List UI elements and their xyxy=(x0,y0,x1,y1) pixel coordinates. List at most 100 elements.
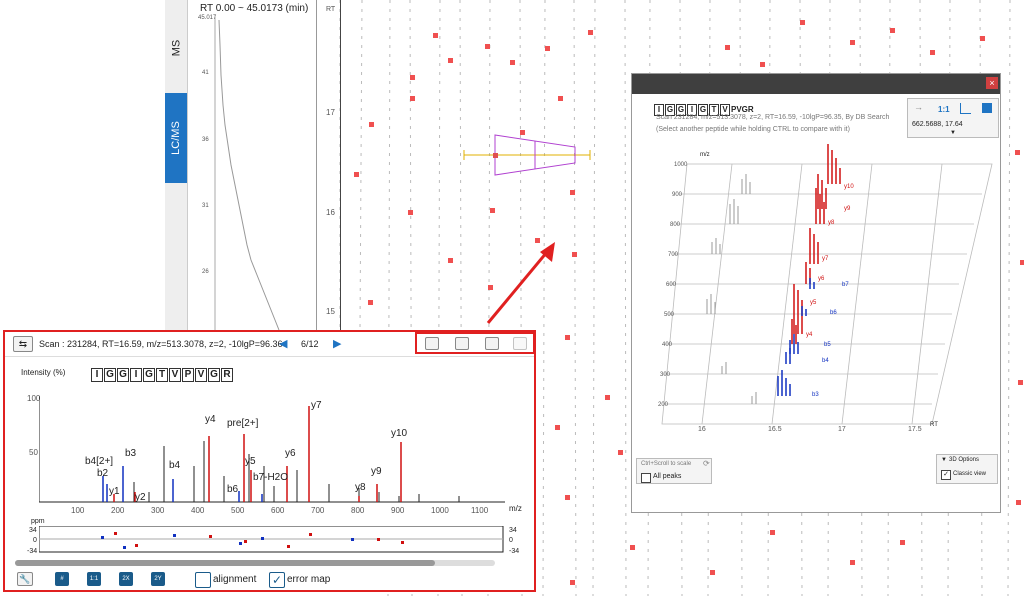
mz-tick: 300 xyxy=(660,372,671,378)
peptide-residue: G xyxy=(104,368,116,382)
ratio-button[interactable]: 1:1 xyxy=(938,105,950,114)
mz-tick: 500 xyxy=(664,312,675,318)
chrom-tick: 45.017 xyxy=(198,15,217,21)
chart-view-icon[interactable] xyxy=(485,337,499,350)
scan-info-3d: Scan 231284, m/z=513.3078, z=2, RT=16.59… xyxy=(656,114,890,121)
ratio-1-1-button[interactable]: 1:1 xyxy=(87,572,101,586)
mz-tick: 700 xyxy=(668,252,679,258)
x-tick: 400 xyxy=(191,506,205,515)
y-ion-label: y7 xyxy=(822,256,829,262)
peptide-residue: G xyxy=(143,368,155,382)
chevron-down-icon[interactable]: ▼ xyxy=(950,130,956,136)
annotated-spectrum[interactable] xyxy=(39,396,509,506)
x-tick: 700 xyxy=(311,506,325,515)
view-mode-buttons xyxy=(415,332,535,354)
y-tick: 100 xyxy=(27,394,41,403)
x-tick: 100 xyxy=(71,506,85,515)
page-indicator: 6/12 xyxy=(301,339,319,349)
peptide-residue: I xyxy=(130,368,142,382)
rt-tick-3d: 16 xyxy=(698,426,706,433)
rt-tick: 17 xyxy=(326,108,335,117)
options-chevron-icon[interactable]: ▼ xyxy=(941,457,947,463)
peptide-residue: V xyxy=(195,368,207,382)
zoom-2x-button[interactable]: 2X xyxy=(119,572,133,586)
horizontal-scrollbar[interactable] xyxy=(15,560,495,566)
table-view-icon[interactable] xyxy=(455,337,469,350)
all-peaks-checkbox[interactable] xyxy=(641,473,651,483)
y-ion-label: y6 xyxy=(818,276,825,282)
peptide-suffix-3d: PVGR xyxy=(731,105,754,114)
error-map-plot[interactable] xyxy=(39,526,505,554)
ion-label: y10 xyxy=(391,428,408,439)
close-icon[interactable]: × xyxy=(986,77,998,89)
tab-ms[interactable]: MS xyxy=(165,18,187,78)
spectrum-toolbar: ⇆ Scan : 231284, RT=16.59, m/z=513.3078,… xyxy=(5,332,535,357)
peptide-residue-3d: I xyxy=(687,104,697,116)
rt-range-label: RT 0.00 ~ 45.0173 (min) xyxy=(200,3,309,14)
3d-spectrum-plot[interactable] xyxy=(632,144,1002,444)
x-tick: 800 xyxy=(351,506,365,515)
tic-chromatogram[interactable]: RT 0.00 ~ 45.0173 (min) 45.017 41 36 31 … xyxy=(188,0,317,330)
window-titlebar[interactable]: × xyxy=(632,74,1000,94)
hash-button[interactable]: # xyxy=(55,572,69,586)
peptide-residue-3d: V xyxy=(720,104,730,116)
arrow-right-icon[interactable]: → xyxy=(914,102,923,112)
rt-axis-label-3d: RT xyxy=(930,422,938,428)
mz-tick: 400 xyxy=(662,342,673,348)
next-arrow-icon[interactable]: ▶ xyxy=(333,338,342,350)
b-ion-label: b4 xyxy=(822,358,829,364)
compare-hint: (Select another peptide while holding CT… xyxy=(656,126,850,133)
scrollbar-thumb[interactable] xyxy=(15,560,435,566)
y-ion-label: y4 xyxy=(806,332,813,338)
y-tick: 50 xyxy=(29,448,38,457)
ion-label: y9 xyxy=(371,466,382,477)
swap-button[interactable]: ⇆ xyxy=(13,336,33,352)
x-tick: 1000 xyxy=(431,506,449,515)
x-tick: 300 xyxy=(151,506,165,515)
ion-label: y1 xyxy=(109,486,120,497)
classic-view-label: Classic view xyxy=(953,471,987,477)
ion-label: b6 xyxy=(227,484,239,495)
b-ion-label: b3 xyxy=(812,392,819,398)
ion-label: b4 xyxy=(169,460,181,471)
scan-info: Scan : 231284, RT=16.59, m/z=513.3078, z… xyxy=(39,339,283,349)
alignment-checkbox[interactable] xyxy=(195,572,211,588)
error-map-checkbox[interactable]: ✓ xyxy=(269,572,285,588)
refresh-icon[interactable]: ⟳ xyxy=(703,459,710,468)
rt-tick: 16 xyxy=(326,208,335,217)
mz-axis-label: m/z xyxy=(700,152,710,158)
x-tick: 600 xyxy=(271,506,285,515)
3d-spectrum-window: × I G G I G T V PVGR Scan 231284, m/z=513.3078,… xyxy=(631,73,1001,513)
x-tick: 900 xyxy=(391,506,405,515)
mz-tick: 800 xyxy=(670,222,681,228)
settings-wrench-button[interactable]: 🔧 xyxy=(17,572,33,586)
ion-label: y4 xyxy=(205,414,216,425)
zoom-2y-button[interactable]: 2Y xyxy=(151,572,165,586)
peptide-residue: R xyxy=(221,368,233,382)
image-icon[interactable] xyxy=(982,103,992,113)
peptide-residue-3d: G xyxy=(698,104,708,116)
peptide-sequence-3d: I G G I G T V PVGR xyxy=(654,99,754,117)
y-ion-label: y8 xyxy=(828,220,835,226)
mz-tick: 1000 xyxy=(674,162,688,168)
scale-card: Ctrl+Scroll to scale ⟳ All peaks xyxy=(636,458,712,484)
3d-view-icon[interactable] xyxy=(513,337,527,350)
ion-label: b3 xyxy=(125,448,137,459)
match-view-icon[interactable] xyxy=(425,337,439,350)
prev-arrow-icon[interactable]: ◀ xyxy=(279,338,288,350)
peptide-residue: V xyxy=(169,368,181,382)
tab-lcms[interactable]: LC/MS xyxy=(165,93,187,183)
ion-label: y8 xyxy=(355,482,366,493)
peptide-residue-3d: T xyxy=(709,104,719,116)
peptide-residue-3d: I xyxy=(654,104,664,116)
classic-view-checkbox[interactable]: ✓ xyxy=(941,470,951,480)
ppm-tick-left: -34 xyxy=(27,548,38,555)
ion-label: b4[2+] xyxy=(85,456,114,467)
chart-icon[interactable] xyxy=(960,103,971,114)
ppm-tick-right: -34 xyxy=(509,548,520,555)
ppm-tick-left: 34 xyxy=(29,527,37,534)
peptide-residue: G xyxy=(208,368,220,382)
ion-label: y5 xyxy=(245,456,256,467)
3d-options-label[interactable]: 3D Options xyxy=(949,457,980,463)
